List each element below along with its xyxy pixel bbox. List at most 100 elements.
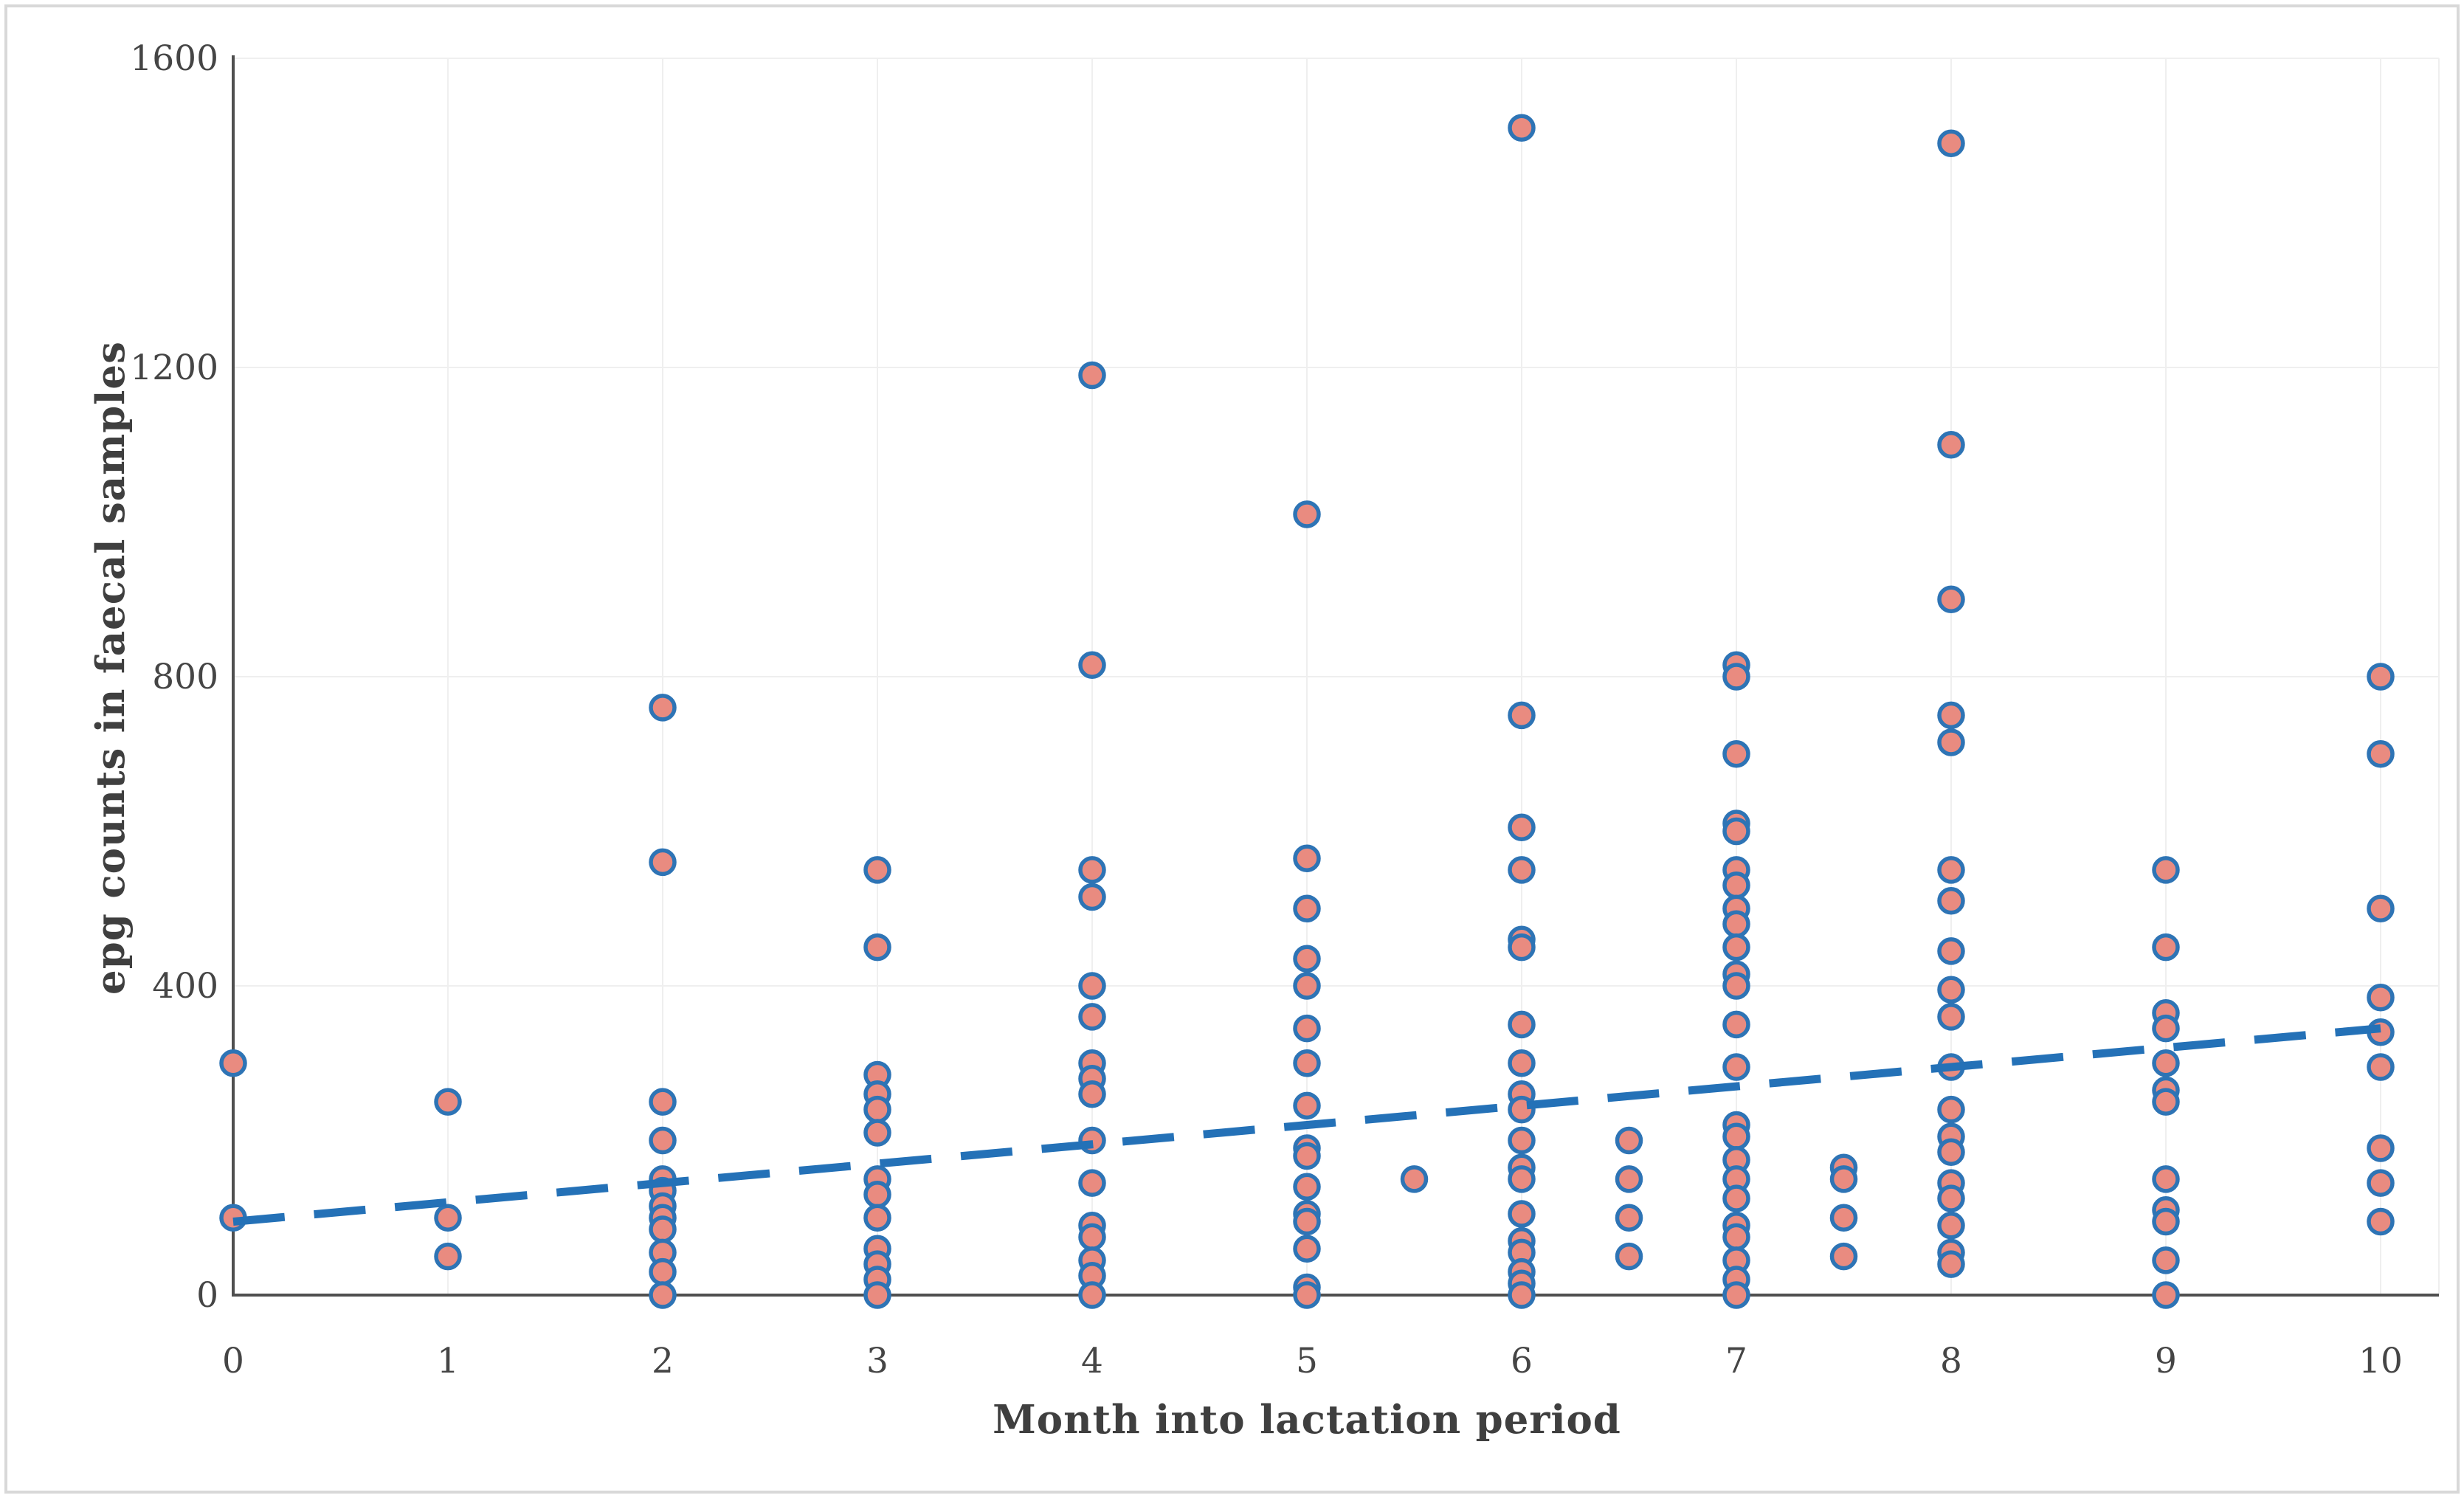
- data-point: [1937, 728, 1965, 756]
- data-point: [1937, 887, 1965, 915]
- x-tick-label: 4: [1081, 1341, 1103, 1381]
- data-point: [1722, 871, 1750, 900]
- data-point: [1078, 1281, 1106, 1309]
- data-point: [1937, 1003, 1965, 1031]
- data-point: [863, 1181, 891, 1209]
- data-point: [1508, 1126, 1536, 1155]
- x-tick-label: 0: [222, 1341, 244, 1381]
- scatter-series: [219, 114, 2395, 1309]
- data-point: [863, 933, 891, 962]
- data-point: [1293, 1173, 1321, 1201]
- data-point: [1078, 361, 1106, 390]
- data-point: [1829, 1204, 1858, 1232]
- data-point: [2152, 1281, 2180, 1309]
- data-point: [1937, 937, 1965, 965]
- x-tick-label: 2: [652, 1341, 674, 1381]
- x-tick-label: 9: [2155, 1341, 2177, 1381]
- data-point: [1508, 1200, 1536, 1228]
- data-point: [1722, 1223, 1750, 1252]
- data-point: [2152, 1165, 2180, 1193]
- y-tick-label: 0: [196, 1275, 218, 1316]
- data-point: [1293, 1049, 1321, 1077]
- data-point: [1722, 663, 1750, 691]
- data-point: [649, 1215, 677, 1243]
- data-point: [2152, 933, 2180, 962]
- data-point: [863, 1281, 891, 1309]
- data-point: [1293, 1281, 1321, 1309]
- data-point: [1508, 1281, 1536, 1309]
- data-point: [649, 848, 677, 877]
- data-point: [1508, 1049, 1536, 1077]
- data-point: [1722, 739, 1750, 768]
- data-point: [649, 1281, 677, 1309]
- data-point: [1615, 1165, 1643, 1193]
- data-point: [1829, 1165, 1858, 1193]
- data-point: [1722, 933, 1750, 962]
- data-point: [1937, 1211, 1965, 1240]
- data-point: [1078, 1223, 1106, 1252]
- data-point: [1615, 1204, 1643, 1232]
- x-tick-label: 3: [866, 1341, 888, 1381]
- data-point: [1722, 1010, 1750, 1039]
- data-point: [649, 1126, 677, 1155]
- data-point: [1508, 701, 1536, 730]
- data-point: [1293, 1142, 1321, 1170]
- data-point: [2367, 1207, 2395, 1236]
- figure-border: [4, 4, 2460, 1494]
- data-point: [219, 1049, 247, 1077]
- data-point: [863, 1119, 891, 1147]
- data-point: [1937, 1184, 1965, 1212]
- data-point: [863, 1095, 891, 1124]
- data-point: [649, 1257, 677, 1286]
- data-point: [2152, 1246, 2180, 1274]
- data-point: [1937, 129, 1965, 157]
- data-point: [2367, 1134, 2395, 1162]
- data-point: [1078, 1080, 1106, 1108]
- data-point: [1078, 972, 1106, 1000]
- data-point: [1508, 1165, 1536, 1193]
- x-tick-label: 10: [2358, 1341, 2403, 1381]
- x-tick-label: 5: [1296, 1341, 1318, 1381]
- y-tick-label: 400: [152, 966, 218, 1007]
- data-point: [434, 1242, 462, 1271]
- data-point: [2152, 1088, 2180, 1116]
- data-point: [863, 1204, 891, 1232]
- data-point: [1722, 1053, 1750, 1081]
- data-point: [1078, 883, 1106, 911]
- data-point: [1293, 945, 1321, 973]
- y-tick-label: 1200: [130, 348, 218, 388]
- data-point: [1293, 844, 1321, 872]
- data-point: [1937, 431, 1965, 459]
- data-point: [1937, 976, 1965, 1004]
- data-point: [1722, 972, 1750, 1000]
- data-point: [1722, 1281, 1750, 1309]
- data-point: [1937, 1138, 1965, 1166]
- data-point: [434, 1204, 462, 1232]
- data-point: [1293, 500, 1321, 528]
- data-point: [1293, 1207, 1321, 1236]
- data-point: [649, 694, 677, 722]
- x-tick-label: 7: [1725, 1341, 1747, 1381]
- data-point: [1293, 1235, 1321, 1263]
- data-point: [1400, 1165, 1429, 1193]
- data-point: [1722, 1184, 1750, 1212]
- data-point: [2152, 1049, 2180, 1077]
- trend-line: [232, 1024, 2381, 1226]
- data-point: [2152, 1014, 2180, 1043]
- y-tick-label: 800: [152, 657, 218, 697]
- data-point: [1078, 651, 1106, 680]
- data-point: [863, 856, 891, 884]
- data-point: [1078, 856, 1106, 884]
- data-point: [1937, 701, 1965, 730]
- y-tick-label: 1600: [130, 38, 218, 79]
- data-point: [1078, 1003, 1106, 1031]
- data-point: [2152, 856, 2180, 884]
- data-point: [1615, 1242, 1643, 1271]
- data-point: [2152, 1207, 2180, 1236]
- x-axis-title: Month into lactation period: [993, 1397, 1621, 1443]
- data-point: [1508, 856, 1536, 884]
- data-point: [1078, 1169, 1106, 1197]
- data-point: [1722, 910, 1750, 938]
- data-point: [1722, 817, 1750, 846]
